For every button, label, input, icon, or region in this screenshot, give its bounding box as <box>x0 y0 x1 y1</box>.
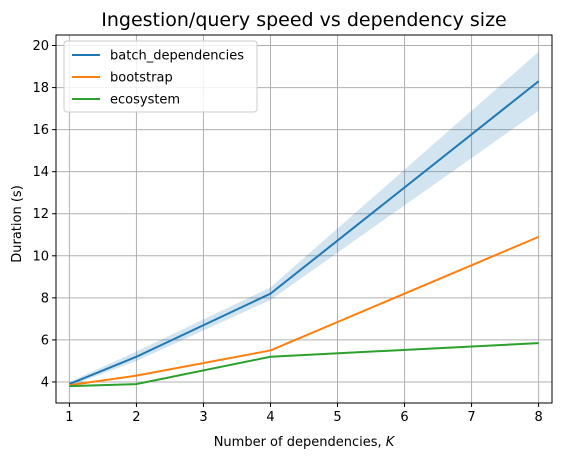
y-tick-label: 10 <box>32 249 49 264</box>
grid <box>56 35 552 403</box>
y-tick-label: 6 <box>41 333 49 348</box>
y-tick-label: 16 <box>32 123 49 138</box>
x-tick-label: 4 <box>266 410 274 425</box>
y-axis-ticks: 4 6 8 10 12 14 16 18 20 <box>32 39 56 390</box>
x-axis-label-variable: K <box>386 435 396 450</box>
legend-label-batch_dependencies: batch_dependencies <box>110 49 244 64</box>
legend-label-ecosystem: ecosystem <box>110 93 180 108</box>
x-tick-label: 6 <box>400 410 408 425</box>
x-axis-label: Number of dependencies, K <box>214 435 396 450</box>
chart-title: Ingestion/query speed vs dependency size <box>101 9 507 31</box>
legend-label-bootstrap: bootstrap <box>110 71 173 86</box>
y-axis-label: Duration (s) <box>10 185 25 263</box>
y-tick-label: 20 <box>32 39 49 54</box>
x-tick-label: 5 <box>333 410 341 425</box>
series-lines <box>69 80 540 388</box>
x-axis-label-prefix: Number of dependencies, <box>214 435 386 450</box>
x-tick-label: 2 <box>132 410 140 425</box>
legend-box <box>63 40 258 113</box>
y-tick-label: 18 <box>32 81 49 96</box>
series-line-bootstrap <box>69 235 539 387</box>
x-axis-ticks: 1 2 3 4 5 6 7 8 <box>65 403 543 425</box>
series-line-ecosystem <box>69 342 539 388</box>
legend: batch_dependencies bootstrap ecosystem <box>63 40 258 113</box>
x-tick-label: 7 <box>467 410 475 425</box>
plot-frame <box>55 34 553 404</box>
x-tick-label: 8 <box>534 410 542 425</box>
y-tick-label: 4 <box>41 375 49 390</box>
x-tick-label: 1 <box>65 410 73 425</box>
y-tick-label: 14 <box>32 165 49 180</box>
x-tick-label: 3 <box>199 410 207 425</box>
series-line-batch_dependencies <box>69 80 540 386</box>
y-tick-label: 12 <box>32 207 49 222</box>
y-tick-label: 8 <box>41 291 49 306</box>
